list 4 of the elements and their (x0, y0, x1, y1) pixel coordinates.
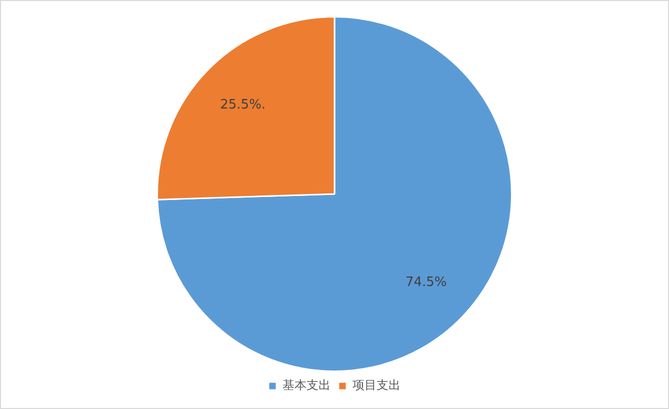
data-label: 74.5% (405, 275, 447, 290)
legend-label: 基本支出 (282, 378, 330, 392)
data-label: 25.5%. (220, 98, 266, 113)
legend-label: 项目支出 (352, 378, 400, 392)
